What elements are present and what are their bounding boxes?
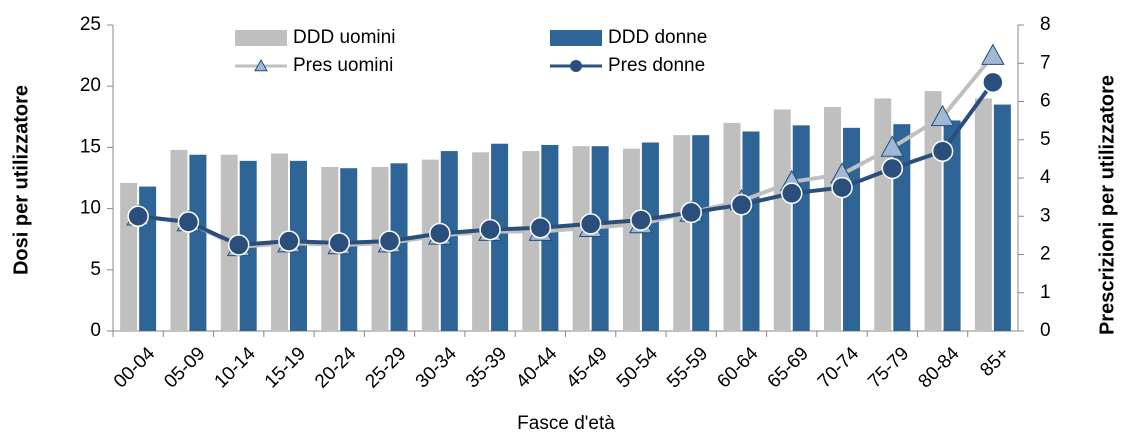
bar xyxy=(189,154,207,331)
y-tick-label: 0 xyxy=(90,320,101,341)
marker xyxy=(328,232,350,254)
x-tick-label: 15-19 xyxy=(261,343,310,392)
marker xyxy=(931,140,954,162)
bar xyxy=(170,149,188,331)
legend-swatch xyxy=(550,30,602,46)
marker xyxy=(781,182,803,205)
x-tick-label: 55-59 xyxy=(663,343,712,392)
bar xyxy=(321,166,339,331)
marker xyxy=(529,216,552,239)
x-tick-label: 45-49 xyxy=(562,343,611,392)
bar xyxy=(572,146,590,331)
x-tick-label: 75-79 xyxy=(864,343,913,392)
bar xyxy=(622,148,640,331)
y2-tick-label: 2 xyxy=(1040,244,1051,265)
y2-tick-label: 8 xyxy=(1040,14,1051,35)
legend-label: Pres donne xyxy=(608,55,705,76)
y2-tick-label: 0 xyxy=(1040,320,1051,341)
marker xyxy=(881,157,904,180)
marker xyxy=(429,222,451,245)
bar xyxy=(641,142,659,331)
x-tick-label: 25-29 xyxy=(361,343,410,392)
bar xyxy=(472,152,490,331)
marker xyxy=(278,230,300,252)
x-tick-label: 50-54 xyxy=(613,343,663,393)
x-tick-label: 40-44 xyxy=(512,343,562,393)
bar xyxy=(874,98,892,331)
marker xyxy=(127,205,149,227)
bar xyxy=(591,146,609,331)
y-tick-label: 5 xyxy=(90,259,101,280)
legend-marker xyxy=(254,58,268,72)
x-tick-label: 85+ xyxy=(976,343,1014,381)
marker xyxy=(981,43,1005,65)
bar xyxy=(723,122,741,331)
bar xyxy=(843,127,861,331)
marker xyxy=(479,218,501,241)
marker xyxy=(227,234,250,256)
x-tick-label: 05-09 xyxy=(160,343,209,392)
legend-label: Pres uomini xyxy=(293,55,393,76)
bar xyxy=(773,109,791,332)
y2-axis-title: Prescrizioni per utilizzatore xyxy=(1096,75,1118,335)
marker xyxy=(982,71,1004,94)
bar xyxy=(993,104,1011,331)
y2-tick-label: 3 xyxy=(1040,205,1051,226)
marker xyxy=(730,194,753,216)
marker xyxy=(177,211,200,233)
legend-swatch xyxy=(235,30,287,46)
y2-tick-label: 6 xyxy=(1040,91,1051,112)
bar xyxy=(673,135,691,331)
legend-marker xyxy=(570,60,582,72)
x-tick-label: 65-69 xyxy=(764,343,813,392)
line xyxy=(137,54,995,249)
bar xyxy=(974,98,992,331)
bar xyxy=(340,168,358,331)
x-tick-label: 20-24 xyxy=(311,343,361,393)
x-tick-label: 10-14 xyxy=(211,343,261,393)
bar xyxy=(824,107,842,332)
marker xyxy=(378,230,401,252)
y-tick-label: 20 xyxy=(80,75,101,96)
marker xyxy=(831,176,853,199)
x-tick-label: 80-84 xyxy=(914,343,964,393)
bar xyxy=(390,163,408,331)
legend-label: DDD uomini xyxy=(293,27,395,48)
x-tick-label: 35-39 xyxy=(462,343,511,392)
y2-tick-label: 1 xyxy=(1040,282,1051,303)
marker xyxy=(880,135,905,157)
bar xyxy=(522,151,540,331)
y2-tick-label: 5 xyxy=(1040,129,1051,150)
marker xyxy=(680,201,702,224)
bar xyxy=(692,135,710,331)
bar xyxy=(120,182,138,331)
x-tick-label: 60-64 xyxy=(713,343,763,393)
x-tick-label: 70-74 xyxy=(814,343,864,393)
y-axis-title: Dosi per utilizzatore xyxy=(10,85,32,275)
legend-label: DDD donne xyxy=(608,27,707,48)
x-tick-label: 30-34 xyxy=(412,343,462,393)
bar xyxy=(943,120,961,331)
marker xyxy=(579,213,602,235)
marker xyxy=(630,209,652,231)
y2-tick-label: 7 xyxy=(1040,52,1051,73)
marker xyxy=(930,104,955,127)
y-tick-label: 15 xyxy=(80,136,101,157)
y2-tick-label: 4 xyxy=(1040,167,1051,188)
bar xyxy=(421,159,439,331)
x-tick-label: 00-04 xyxy=(110,343,160,393)
y-tick-label: 25 xyxy=(80,14,101,35)
bar xyxy=(792,125,810,331)
bar xyxy=(742,131,760,331)
y-tick-label: 10 xyxy=(80,198,101,219)
x-axis-title: Fasce d'età xyxy=(517,413,615,434)
